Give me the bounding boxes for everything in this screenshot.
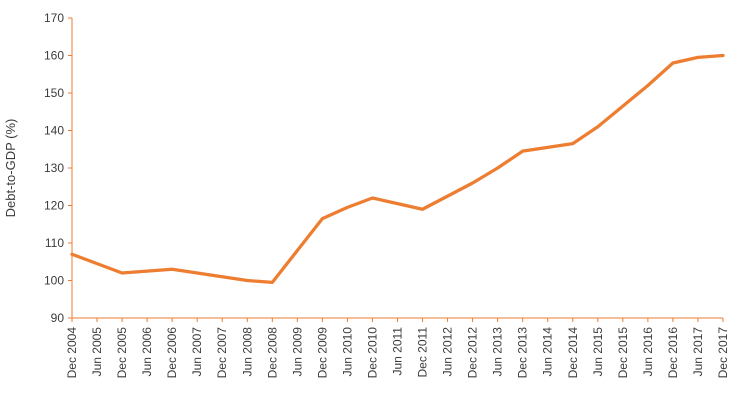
y-tick-label: 100: [44, 274, 64, 288]
y-tick-label: 110: [45, 236, 64, 250]
y-tick-label: 130: [44, 161, 64, 175]
x-tick-label: Dec 2014: [566, 327, 580, 379]
x-tick-label: Jun 2010: [340, 327, 354, 377]
x-tick-label: Jun 2005: [90, 327, 104, 377]
debt-to-gdp-line: [70, 53, 725, 284]
x-tick-label: Jun 2009: [290, 327, 304, 377]
x-tick-label: Dec 2009: [315, 327, 329, 379]
x-tick-label: Dec 2015: [616, 327, 630, 379]
x-tick-label: Dec 2010: [365, 327, 379, 379]
x-tick-label: Jun 2012: [441, 327, 455, 377]
y-tick-label: 160: [44, 49, 64, 63]
x-tick-label: Jun 2015: [591, 327, 605, 377]
x-tick-label: Dec 2017: [716, 327, 730, 379]
y-tick-label: 90: [51, 311, 65, 325]
y-axis: 90 100 110 120 130 140 150 160 170: [44, 11, 73, 325]
x-tick-label: Jun 2014: [541, 327, 555, 377]
x-tick-label: Jun 2008: [240, 327, 254, 377]
x-tick-label: Jun 2011: [391, 327, 405, 376]
x-tick-label: Dec 2006: [165, 327, 179, 379]
x-tick-label: Jun 2016: [641, 327, 655, 377]
y-tick-label: 150: [44, 86, 64, 100]
x-tick-label: Dec 2016: [666, 327, 680, 379]
x-tick-label: Dec 2013: [516, 327, 530, 379]
x-tick-label: Dec 2005: [115, 327, 129, 379]
x-tick-label: Dec 2004: [65, 327, 79, 379]
x-tick-label: Dec 2012: [466, 327, 480, 379]
y-tick-label: 120: [44, 199, 64, 213]
y-tick-label: 170: [44, 11, 64, 25]
x-tick-label: Dec 2007: [215, 327, 229, 379]
x-axis: Dec 2004 Jun 2005 Dec 2005 Jun 2006 Dec 2006…: [65, 317, 730, 379]
x-tick-label: Dec 2011: [416, 327, 430, 378]
x-tick-label: Dec 2008: [265, 327, 279, 379]
y-tick-label: 140: [44, 124, 64, 138]
x-tick-label: Jun 2013: [491, 327, 505, 377]
y-axis-title: Debt-to-GDP (%): [3, 119, 18, 218]
x-tick-label: Jun 2017: [691, 327, 705, 377]
x-tick-label: Jun 2006: [140, 327, 154, 377]
series-group: [70, 53, 725, 284]
x-tick-label: Jun 2007: [190, 327, 204, 377]
